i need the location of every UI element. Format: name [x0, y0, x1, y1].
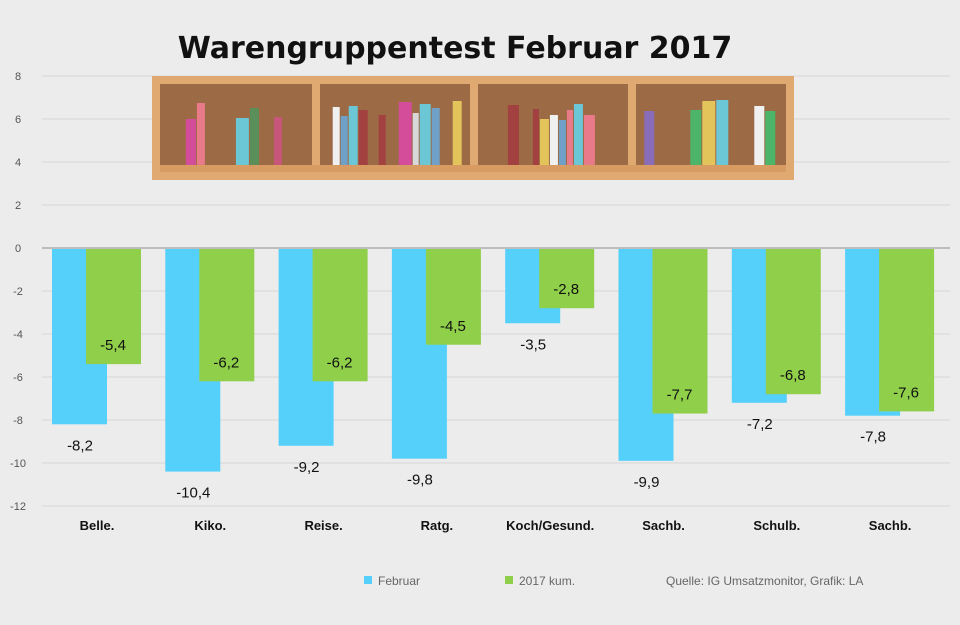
book: [348, 106, 358, 165]
data-label: -5,4: [100, 337, 126, 354]
book: [378, 115, 386, 165]
bars: [52, 248, 935, 472]
data-label: -6,2: [213, 354, 239, 371]
category-label: Schulb.: [753, 518, 800, 533]
book: [398, 102, 412, 165]
y-tick-label: 2: [15, 200, 21, 212]
book: [549, 115, 558, 165]
category-labels: Belle. Kiko. Reise. Ratg. Koch/Gesund. Sachb.…: [80, 518, 912, 533]
bar-2017-kum: [199, 248, 255, 382]
y-tick-label: -10: [10, 458, 26, 470]
bar-2017-kum: [539, 248, 595, 309]
books: [185, 100, 776, 165]
book: [452, 101, 462, 165]
book: [765, 111, 776, 165]
legend: Februar 2017 kum.: [364, 574, 575, 588]
legend-swatch-2017-kum: [505, 576, 513, 584]
book: [419, 104, 431, 165]
book: [583, 115, 595, 165]
book: [690, 110, 702, 165]
y-tick-label: -8: [13, 415, 23, 427]
category-label: Koch/Gesund.: [506, 518, 594, 533]
y-tick-label: 4: [15, 157, 21, 169]
book: [716, 100, 729, 165]
data-label: -9,2: [294, 459, 320, 476]
book: [185, 119, 196, 165]
bar-2017-kum: [312, 248, 368, 382]
book: [196, 103, 205, 165]
book: [235, 118, 249, 165]
book: [412, 113, 419, 165]
book: [332, 107, 340, 165]
category-label: Reise.: [304, 518, 342, 533]
book: [431, 108, 440, 165]
book: [532, 109, 539, 165]
data-label: -7,2: [747, 416, 773, 433]
data-label: -2,8: [553, 281, 579, 298]
book: [754, 106, 765, 165]
book: [340, 116, 348, 165]
bar-2017-kum: [652, 248, 708, 414]
bookshelf-shelf: [160, 165, 786, 172]
data-label: -7,6: [893, 384, 919, 401]
y-tick-labels: 8 6 4 2 0 -2 -4 -6 -8 -10 -12: [10, 71, 26, 513]
y-tick-label: -4: [13, 329, 23, 341]
y-tick-label: 6: [15, 114, 21, 126]
data-label: -7,8: [860, 429, 886, 446]
data-label: -6,2: [327, 354, 353, 371]
data-labels: -8,2 -5,4 -10,4 -6,2 -9,2 -6,2 -9,8 -4,5 -3,5 -2,…: [67, 281, 919, 501]
book: [539, 119, 549, 165]
data-label: -4,5: [440, 318, 466, 335]
bookshelf-divider: [628, 84, 636, 172]
data-label: -8,2: [67, 437, 93, 454]
book: [273, 117, 282, 165]
category-label: Belle.: [80, 518, 115, 533]
data-label: -9,9: [634, 474, 660, 491]
legend-swatch-februar: [364, 576, 372, 584]
legend-label-februar: Februar: [378, 574, 420, 588]
book: [507, 105, 519, 165]
legend-label-2017-kum: 2017 kum.: [519, 574, 575, 588]
bookshelf-divider: [470, 84, 478, 172]
category-label: Kiko.: [194, 518, 226, 533]
category-label: Sachb.: [642, 518, 685, 533]
bookshelf-divider: [312, 84, 320, 172]
bookshelf-image: [152, 76, 794, 180]
book: [702, 101, 716, 165]
book: [566, 110, 573, 165]
category-label: Ratg.: [421, 518, 454, 533]
data-label: -6,8: [780, 367, 806, 384]
bar-2017-kum: [86, 248, 141, 365]
y-tick-label: -12: [10, 501, 26, 513]
book: [249, 108, 259, 165]
y-tick-label: -6: [13, 372, 23, 384]
book: [558, 120, 566, 165]
y-tick-label: 0: [15, 243, 21, 255]
data-label: -3,5: [520, 336, 546, 353]
data-label: -10,4: [176, 485, 210, 502]
data-label: -9,8: [407, 472, 433, 489]
y-tick-label: -2: [13, 286, 23, 298]
bar-2017-kum: [765, 248, 821, 395]
book: [644, 111, 655, 165]
book: [358, 110, 368, 165]
bar-2017-kum: [879, 248, 935, 412]
book: [573, 104, 583, 165]
chart-title: Warengruppentest Februar 2017: [178, 31, 733, 66]
source-note: Quelle: IG Umsatzmonitor, Grafik: LA: [666, 574, 863, 588]
y-tick-label: 8: [15, 71, 21, 83]
bar-2017-kum: [425, 248, 481, 345]
data-label: -7,7: [667, 387, 693, 404]
category-label: Sachb.: [869, 518, 912, 533]
